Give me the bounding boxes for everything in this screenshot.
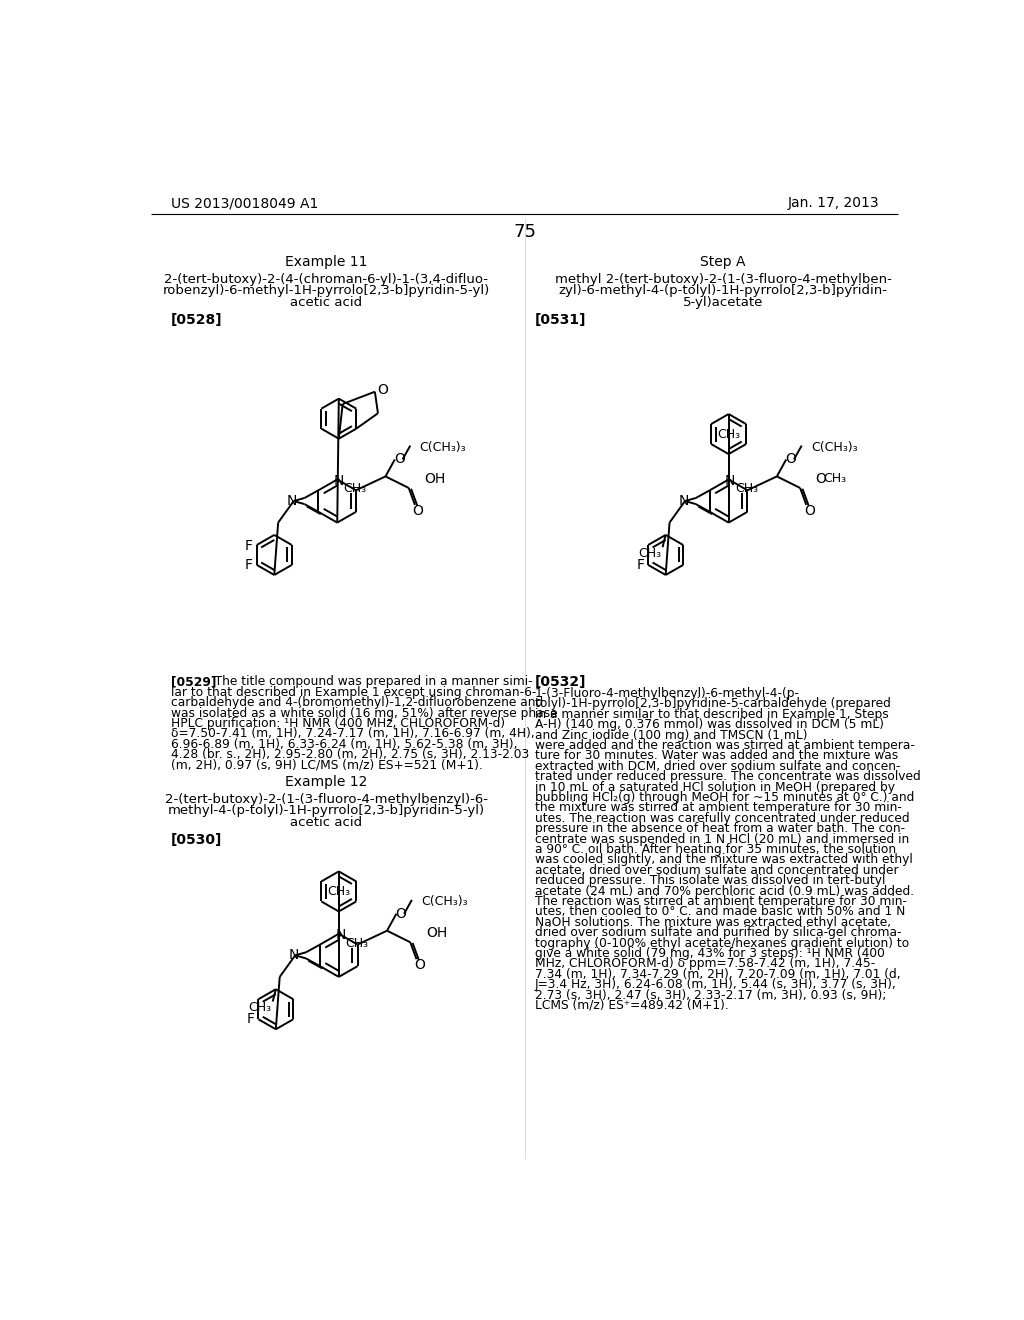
Text: and Zinc iodide (100 mg) and TMSCN (1 mL): and Zinc iodide (100 mg) and TMSCN (1 mL…	[535, 729, 807, 742]
Text: bubbling HCl₂(g) through MeOH for ~15 minutes at 0° C.) and: bubbling HCl₂(g) through MeOH for ~15 mi…	[535, 791, 914, 804]
Text: a 90° C. oil bath. After heating for 35 minutes, the solution: a 90° C. oil bath. After heating for 35 …	[535, 843, 896, 855]
Text: CH₃: CH₃	[735, 482, 758, 495]
Text: The title compound was prepared in a manner simi-: The title compound was prepared in a man…	[203, 676, 532, 689]
Text: Example 11: Example 11	[285, 255, 368, 269]
Text: CH₃: CH₃	[638, 546, 662, 560]
Text: acetic acid: acetic acid	[291, 296, 362, 309]
Text: 5-yl)acetate: 5-yl)acetate	[683, 296, 763, 309]
Text: O: O	[394, 453, 404, 466]
Text: centrate was suspended in 1 N HCl (20 mL) and immersed in: centrate was suspended in 1 N HCl (20 mL…	[535, 833, 909, 846]
Text: were added and the reaction was stirred at ambient tempera-: were added and the reaction was stirred …	[535, 739, 914, 752]
Text: carbaldehyde and 4-(bromomethyl)-1,2-difluorobenzene and: carbaldehyde and 4-(bromomethyl)-1,2-dif…	[171, 696, 543, 709]
Text: C(CH₃)₃: C(CH₃)₃	[421, 895, 468, 908]
Text: methyl 2-(tert-butoxy)-2-(1-(3-fluoro-4-methylben-: methyl 2-(tert-butoxy)-2-(1-(3-fluoro-4-…	[555, 273, 892, 286]
Text: O: O	[377, 383, 388, 397]
Text: in 10 mL of a saturated HCl solution in MeOH (prepared by: in 10 mL of a saturated HCl solution in …	[535, 780, 895, 793]
Text: in a manner similar to that described in Example 1, Steps: in a manner similar to that described in…	[535, 708, 889, 721]
Text: LCMS (m/z) ES⁺=489.42 (M+1).: LCMS (m/z) ES⁺=489.42 (M+1).	[535, 999, 729, 1012]
Text: 2-(tert-butoxy)-2-(4-(chroman-6-yl)-1-(3,4-difluo-: 2-(tert-butoxy)-2-(4-(chroman-6-yl)-1-(3…	[165, 273, 488, 286]
Text: zyl)-6-methyl-4-(p-tolyl)-1H-pyrrolo[2,3-b]pyridin-: zyl)-6-methyl-4-(p-tolyl)-1H-pyrrolo[2,3…	[559, 284, 888, 297]
Text: O: O	[816, 471, 826, 486]
Text: The reaction was stirred at ambient temperature for 30 min-: The reaction was stirred at ambient temp…	[535, 895, 907, 908]
Text: O: O	[413, 504, 424, 517]
Text: N: N	[725, 474, 735, 488]
Text: C(CH₃)₃: C(CH₃)₃	[811, 441, 857, 454]
Text: acetic acid: acetic acid	[291, 816, 362, 829]
Text: [0532]: [0532]	[535, 675, 587, 689]
Text: reduced pressure. This isolate was dissolved in tert-butyl: reduced pressure. This isolate was disso…	[535, 874, 886, 887]
Text: CH₃: CH₃	[823, 473, 847, 486]
Text: CH₃: CH₃	[343, 482, 367, 495]
Text: [0531]: [0531]	[535, 313, 587, 327]
Text: F: F	[247, 1012, 255, 1026]
Text: was isolated as a white solid (16 mg, 51%) after reverse phase: was isolated as a white solid (16 mg, 51…	[171, 706, 557, 719]
Text: δ=7.50-7.41 (m, 1H), 7.24-7.17 (m, 1H), 7.16-6.97 (m, 4H),: δ=7.50-7.41 (m, 1H), 7.24-7.17 (m, 1H), …	[171, 727, 535, 741]
Text: 2-(tert-butoxy)-2-(1-(3-fluoro-4-methylbenzyl)-6-: 2-(tert-butoxy)-2-(1-(3-fluoro-4-methylb…	[165, 792, 487, 805]
Text: A-H) (140 mg, 0.376 mmol) was dissolved in DCM (5 mL): A-H) (140 mg, 0.376 mmol) was dissolved …	[535, 718, 884, 731]
Text: N: N	[678, 494, 689, 508]
Text: Example 12: Example 12	[286, 775, 368, 789]
Text: CH₃: CH₃	[345, 936, 368, 949]
Text: 4.28 (br. s., 2H), 2.95-2.80 (m, 2H), 2.75 (s, 3H), 2.13-2.03: 4.28 (br. s., 2H), 2.95-2.80 (m, 2H), 2.…	[171, 748, 528, 762]
Text: OH: OH	[424, 471, 445, 486]
Text: US 2013/0018049 A1: US 2013/0018049 A1	[171, 197, 318, 210]
Text: trated under reduced pressure. The concentrate was dissolved: trated under reduced pressure. The conce…	[535, 770, 921, 783]
Text: [0530]: [0530]	[171, 833, 222, 847]
Text: give a white solid (79 mg, 43% for 3 steps): ¹H NMR (400: give a white solid (79 mg, 43% for 3 ste…	[535, 946, 885, 960]
Text: 2.73 (s, 3H), 2.47 (s, 3H), 2.33-2.17 (m, 3H), 0.93 (s, 9H);: 2.73 (s, 3H), 2.47 (s, 3H), 2.33-2.17 (m…	[535, 989, 886, 1002]
Text: [0529]: [0529]	[171, 676, 216, 689]
Text: ture for 30 minutes. Water was added and the mixture was: ture for 30 minutes. Water was added and…	[535, 750, 898, 763]
Text: 75: 75	[513, 223, 537, 240]
Text: C(CH₃)₃: C(CH₃)₃	[420, 441, 466, 454]
Text: 1-(3-Fluoro-4-methylbenzyl)-6-methyl-4-(p-: 1-(3-Fluoro-4-methylbenzyl)-6-methyl-4-(…	[535, 686, 800, 700]
Text: O: O	[395, 907, 407, 921]
Text: N: N	[289, 948, 299, 962]
Text: F: F	[245, 558, 253, 572]
Text: O: O	[414, 958, 425, 973]
Text: the mixture was stirred at ambient temperature for 30 min-: the mixture was stirred at ambient tempe…	[535, 801, 902, 814]
Text: 7.34 (m, 1H), 7.34-7.29 (m, 2H), 7.20-7.09 (m, 1H), 7.01 (d,: 7.34 (m, 1H), 7.34-7.29 (m, 2H), 7.20-7.…	[535, 968, 900, 981]
Text: N: N	[334, 474, 344, 488]
Text: CH₃: CH₃	[328, 884, 350, 898]
Text: NaOH solutions. The mixture was extracted ethyl acetate,: NaOH solutions. The mixture was extracte…	[535, 916, 891, 929]
Text: N: N	[335, 928, 345, 942]
Text: dried over sodium sulfate and purified by silica-gel chroma-: dried over sodium sulfate and purified b…	[535, 927, 901, 939]
Text: CH₃: CH₃	[248, 1001, 271, 1014]
Text: [0528]: [0528]	[171, 313, 222, 327]
Text: J=3.4 Hz, 3H), 6.24-6.08 (m, 1H), 5.44 (s, 3H), 3.77 (s, 3H),: J=3.4 Hz, 3H), 6.24-6.08 (m, 1H), 5.44 (…	[535, 978, 897, 991]
Text: lar to that described in Example 1 except using chroman-6-: lar to that described in Example 1 excep…	[171, 686, 536, 698]
Text: F: F	[245, 540, 253, 553]
Text: O: O	[804, 504, 815, 517]
Text: Step A: Step A	[700, 255, 745, 269]
Text: 6.96-6.89 (m, 1H), 6.33-6.24 (m, 1H), 5.62-5.38 (m, 3H),: 6.96-6.89 (m, 1H), 6.33-6.24 (m, 1H), 5.…	[171, 738, 517, 751]
Text: robenzyl)-6-methyl-1H-pyrrolo[2,3-b]pyridin-5-yl): robenzyl)-6-methyl-1H-pyrrolo[2,3-b]pyri…	[163, 284, 490, 297]
Text: F: F	[637, 558, 644, 572]
Text: acetate, dried over sodium sulfate and concentrated under: acetate, dried over sodium sulfate and c…	[535, 863, 898, 876]
Text: tography (0-100% ethyl acetate/hexanes gradient elution) to: tography (0-100% ethyl acetate/hexanes g…	[535, 936, 909, 949]
Text: extracted with DCM, dried over sodium sulfate and concen-: extracted with DCM, dried over sodium su…	[535, 760, 900, 772]
Text: utes, then cooled to 0° C. and made basic with 50% and 1 N: utes, then cooled to 0° C. and made basi…	[535, 906, 905, 919]
Text: Jan. 17, 2013: Jan. 17, 2013	[788, 197, 880, 210]
Text: (m, 2H), 0.97 (s, 9H) LC/MS (m/z) ES+=521 (M+1).: (m, 2H), 0.97 (s, 9H) LC/MS (m/z) ES+=52…	[171, 759, 482, 772]
Text: utes. The reaction was carefully concentrated under reduced: utes. The reaction was carefully concent…	[535, 812, 909, 825]
Text: N: N	[287, 494, 297, 508]
Text: tolyl)-1H-pyrrolo[2,3-b]pyridine-5-carbaldehyde (prepared: tolyl)-1H-pyrrolo[2,3-b]pyridine-5-carba…	[535, 697, 891, 710]
Text: CH₃: CH₃	[717, 428, 740, 441]
Text: pressure in the absence of heat from a water bath. The con-: pressure in the absence of heat from a w…	[535, 822, 905, 836]
Text: HPLC purification: ¹H NMR (400 MHz, CHLOROFORM-d): HPLC purification: ¹H NMR (400 MHz, CHLO…	[171, 717, 505, 730]
Text: acetate (24 mL) and 70% perchloric acid (0.9 mL) was added.: acetate (24 mL) and 70% perchloric acid …	[535, 884, 914, 898]
Text: methyl-4-(p-tolyl)-1H-pyrrolo[2,3-b]pyridin-5-yl): methyl-4-(p-tolyl)-1H-pyrrolo[2,3-b]pyri…	[168, 804, 485, 817]
Text: was cooled slightly, and the mixture was extracted with ethyl: was cooled slightly, and the mixture was…	[535, 853, 912, 866]
Text: MHz, CHLOROFORM-d) δ ppm=7.58-7.42 (m, 1H), 7.45-: MHz, CHLOROFORM-d) δ ppm=7.58-7.42 (m, 1…	[535, 957, 876, 970]
Text: O: O	[785, 453, 797, 466]
Text: OH: OH	[426, 927, 447, 940]
